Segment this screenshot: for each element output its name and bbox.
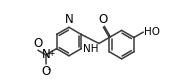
Text: O: O [99, 13, 108, 26]
Text: NH: NH [83, 44, 98, 54]
Text: -: - [48, 65, 51, 74]
Text: N: N [42, 48, 50, 61]
Text: O: O [41, 65, 51, 78]
Text: O: O [33, 37, 43, 50]
Text: HO: HO [144, 27, 160, 37]
Text: +: + [48, 49, 54, 58]
Text: N: N [65, 13, 73, 26]
